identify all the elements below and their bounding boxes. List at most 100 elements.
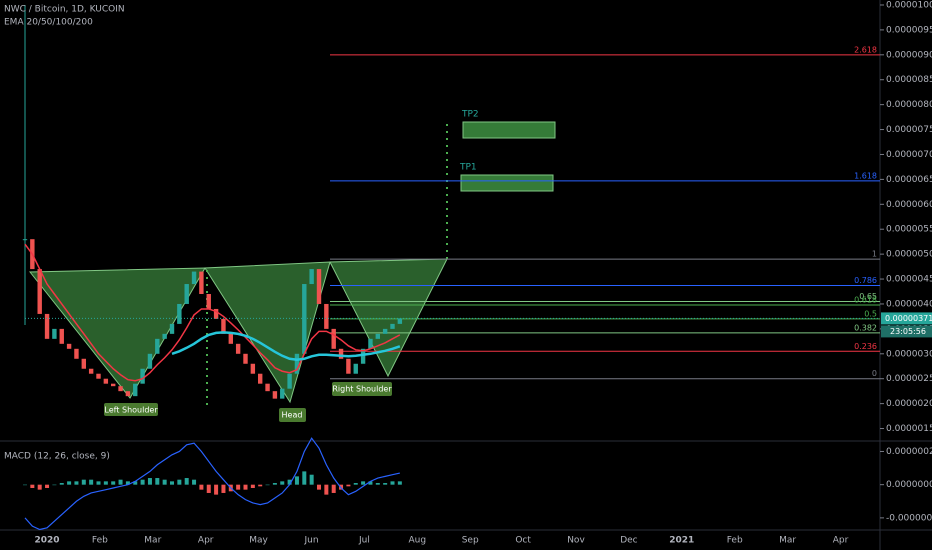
macd-bar: [170, 481, 174, 485]
indicator-label: EMA 20/50/100/200: [4, 18, 93, 28]
macd-bar: [37, 484, 42, 490]
annotation: Head: [282, 411, 303, 420]
candle: [52, 328, 57, 339]
chart-title: NWC / Bitcoin, 1D, KUCOIN: [4, 5, 125, 15]
candle: [169, 323, 175, 334]
candle: [250, 363, 256, 374]
candle: [265, 383, 270, 392]
candle: [213, 308, 219, 319]
candle: [59, 328, 64, 344]
label-box: [279, 408, 306, 422]
last-price-label: 0.00000371: [885, 314, 932, 323]
macd-bar: [67, 481, 72, 485]
label-box: [332, 382, 392, 396]
candle: [287, 373, 292, 389]
macd-bar: [397, 481, 402, 485]
macd-bar: [125, 481, 130, 485]
annotation: Right Shoulder: [332, 385, 392, 394]
candle: [324, 303, 329, 329]
candle: [397, 318, 403, 324]
annotation: Left Shoulder: [104, 406, 158, 415]
macd-bar: [30, 484, 35, 488]
ema-line: [24, 243, 401, 382]
x-tick-label: Apr: [833, 536, 849, 546]
macd-bar: [184, 478, 189, 485]
candle: [368, 338, 373, 349]
candle: [382, 328, 388, 334]
macd-bar: [74, 481, 79, 485]
candle: [221, 318, 226, 334]
fib-label: 1: [872, 250, 877, 259]
macd-bar: [294, 476, 299, 485]
candle: [125, 391, 131, 397]
countdown: 23:05:56: [890, 327, 926, 336]
macd-bar: [81, 479, 86, 485]
macd-bar: [111, 481, 116, 485]
macd-label: MACD (12, 26, close, 9): [4, 452, 110, 462]
macd-bar: [375, 483, 380, 485]
macd-bar: [45, 484, 50, 488]
macd-bar: [243, 484, 248, 490]
x-tick-label: Mar: [144, 536, 161, 546]
x-tick-label: Feb: [92, 536, 108, 546]
candle: [111, 383, 116, 387]
macd-bar: [331, 484, 336, 493]
x-tick-label: Aug: [409, 536, 427, 546]
macd-bar: [361, 481, 366, 485]
macd-bar: [280, 481, 285, 485]
macd-bar: [133, 481, 138, 485]
fib-label: 0: [872, 369, 877, 378]
candle: [66, 343, 72, 349]
macd-bar: [258, 484, 263, 487]
candle: [184, 284, 189, 304]
macd-bar: [192, 479, 197, 485]
ema-line: [171, 331, 401, 362]
macd-bar: [383, 483, 388, 485]
fib-label: 2.618: [854, 45, 877, 54]
x-tick-label: Oct: [515, 536, 531, 546]
macd-line: [24, 437, 400, 531]
macd-bar: [221, 484, 226, 493]
macd-bar: [214, 484, 219, 495]
macd-bar: [199, 484, 204, 490]
x-tick-label: 2020: [34, 536, 59, 546]
y-tick-label: 0.00000000: [886, 480, 932, 490]
macd-bar: [302, 471, 307, 485]
candle: [133, 383, 138, 397]
candle: [280, 388, 285, 399]
macd-bar: [390, 481, 395, 485]
tp2-box: [462, 121, 556, 139]
candle: [81, 358, 86, 369]
macd-bar: [162, 479, 167, 485]
candle: [155, 338, 160, 354]
x-tick-label: Mar: [779, 536, 796, 546]
macd-bar: [96, 481, 101, 485]
x-tick-label: 2021: [669, 536, 694, 546]
last-price-box: [881, 312, 932, 325]
candle: [243, 353, 248, 364]
candle: [206, 293, 211, 309]
macd-bar: [287, 479, 292, 485]
macd-bar: [250, 484, 255, 488]
x-tick-label: Feb: [727, 536, 743, 546]
macd-bar: [206, 484, 211, 493]
macd-bar: [155, 478, 160, 485]
candle: [390, 323, 395, 329]
macd-bar: [140, 479, 145, 485]
fib-label: 0.618: [854, 295, 877, 304]
candle: [228, 333, 233, 344]
candle: [140, 368, 145, 384]
candle: [44, 313, 50, 339]
candle: [338, 348, 344, 359]
candle: [294, 353, 300, 374]
